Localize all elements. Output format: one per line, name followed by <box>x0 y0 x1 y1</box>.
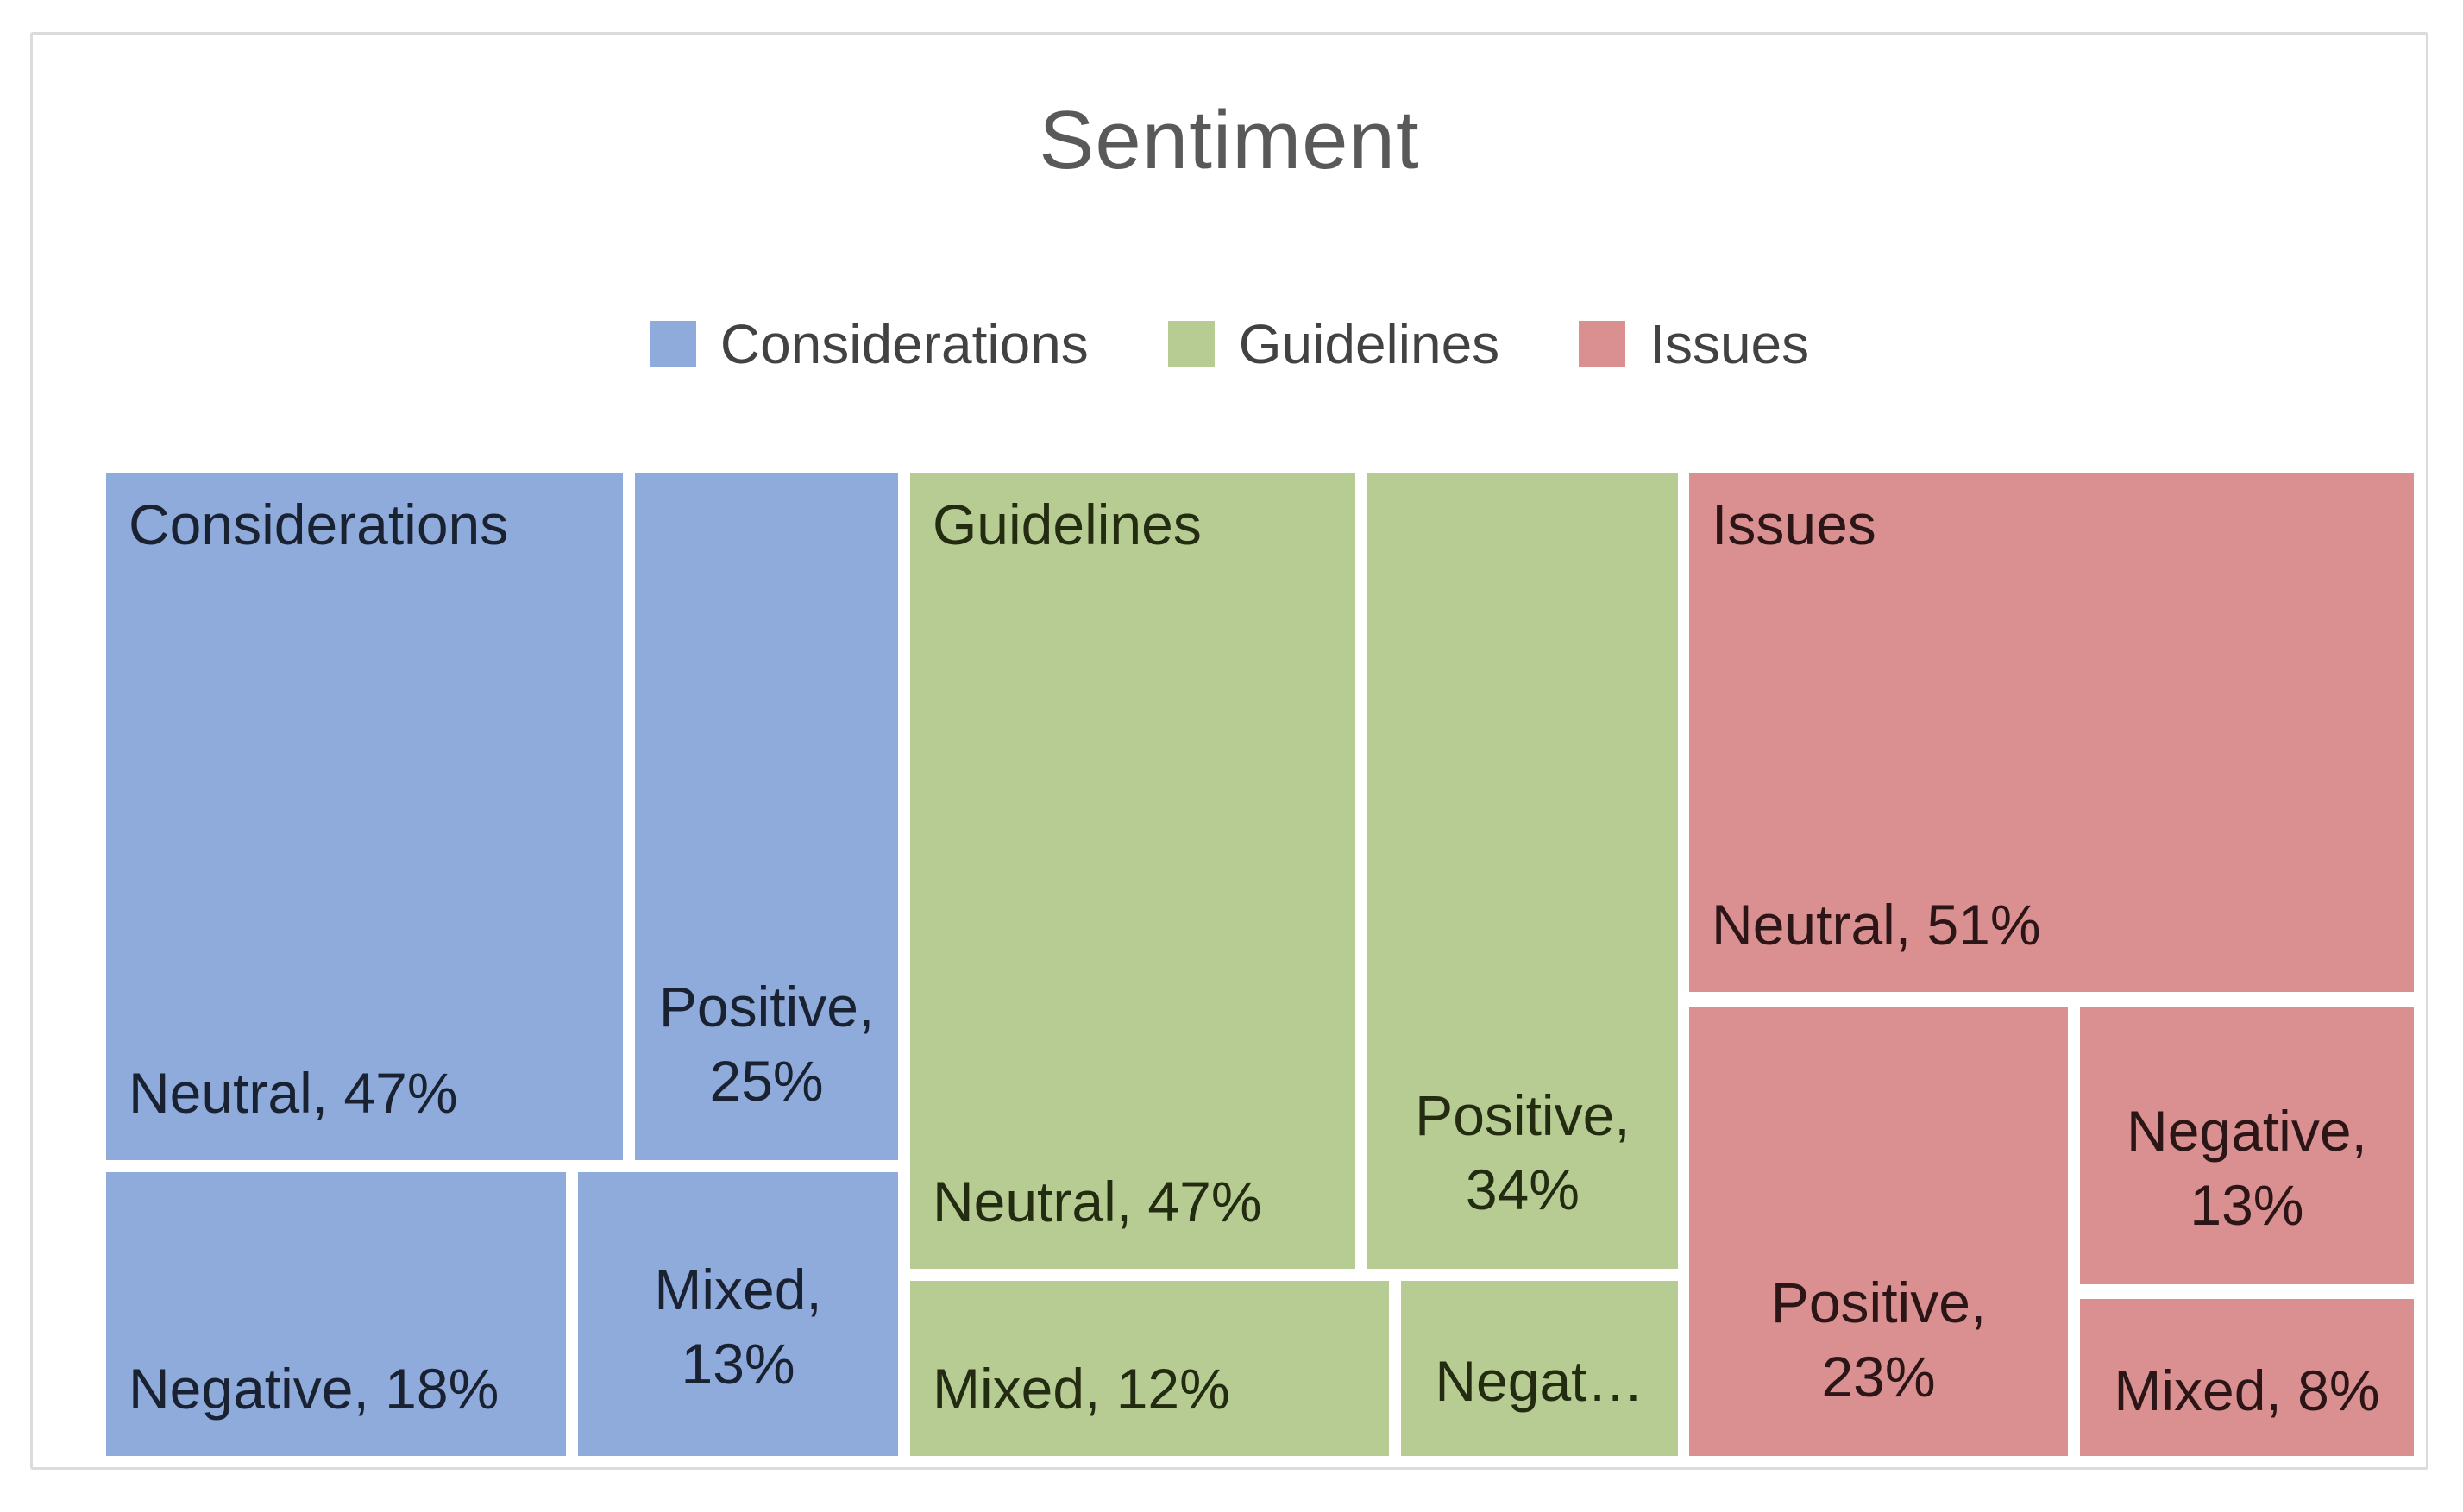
treemap-tile-considerations-mixed[interactable]: Mixed, 13% <box>578 1171 899 1456</box>
data-label-guidelines-mixed: Mixed, 12% <box>932 1357 1230 1421</box>
data-label-considerations-neutral: Neutral, 47% <box>129 1061 458 1126</box>
chart-frame: Sentiment Considerations Guidelines Issu… <box>30 32 2428 1470</box>
treemap-tile-guidelines-negative[interactable]: Negat… <box>1400 1280 1678 1456</box>
legend-item-considerations[interactable]: Considerations <box>649 312 1089 376</box>
series-title-issues: Issues <box>1712 492 1876 556</box>
treemap-tile-guidelines-positive[interactable]: Positive, 34% <box>1367 473 1678 1269</box>
treemap-tile-considerations-positive[interactable]: Positive, 25% <box>635 473 899 1160</box>
treemap-tile-issues-negative[interactable]: Negative, 13% <box>2079 1007 2414 1285</box>
treemap-tile-guidelines-neutral[interactable]: Guidelines Neutral, 47% <box>909 473 1355 1269</box>
data-label-considerations-negative: Negative, 18% <box>129 1357 500 1421</box>
data-label-issues-mixed: Mixed, 8% <box>2114 1358 2380 1423</box>
data-label-guidelines-positive: Positive, 34% <box>1415 1083 1630 1222</box>
data-label-guidelines-negative: Negat… <box>1435 1349 1644 1414</box>
legend-label-guidelines: Guidelines <box>1238 313 1500 375</box>
legend-item-guidelines[interactable]: Guidelines <box>1167 312 1500 376</box>
treemap-tile-issues-mixed[interactable]: Mixed, 8% <box>2079 1299 2414 1456</box>
treemap-tile-guidelines-mixed[interactable]: Mixed, 12% <box>909 1280 1390 1456</box>
legend-swatch-issues-icon <box>1579 321 1626 367</box>
series-title-considerations: Considerations <box>129 492 509 556</box>
data-label-issues-negative: Negative, 13% <box>2127 1099 2367 1238</box>
treemap-tile-considerations-negative[interactable]: Negative, 18% <box>106 1171 567 1456</box>
data-label-considerations-positive: Positive, 25% <box>658 975 875 1114</box>
treemap-tile-issues-neutral[interactable]: Issues Neutral, 51% <box>1689 473 2414 993</box>
legend-swatch-guidelines-icon <box>1167 321 1215 367</box>
treemap-tile-issues-positive[interactable]: Positive, 23% <box>1689 1007 2068 1456</box>
series-title-guidelines: Guidelines <box>932 492 1202 556</box>
legend-item-issues[interactable]: Issues <box>1579 312 1809 376</box>
data-label-considerations-mixed: Mixed, 13% <box>654 1258 822 1396</box>
treemap-tile-considerations-neutral[interactable]: Considerations Neutral, 47% <box>106 473 623 1160</box>
treemap-plot: Considerations Neutral, 47% Positive, 25% Ne… <box>106 473 2414 1456</box>
legend-label-considerations: Considerations <box>719 313 1089 375</box>
chart-title[interactable]: Sentiment <box>1039 94 1420 186</box>
legend-swatch-considerations-icon <box>649 321 696 367</box>
data-label-issues-neutral: Neutral, 51% <box>1712 893 2041 957</box>
chart-legend: Considerations Guidelines Issues <box>33 312 2426 376</box>
data-label-guidelines-neutral: Neutral, 47% <box>932 1170 1262 1234</box>
legend-label-issues: Issues <box>1649 313 1810 375</box>
data-label-issues-positive: Positive, 23% <box>1770 1270 1987 1409</box>
